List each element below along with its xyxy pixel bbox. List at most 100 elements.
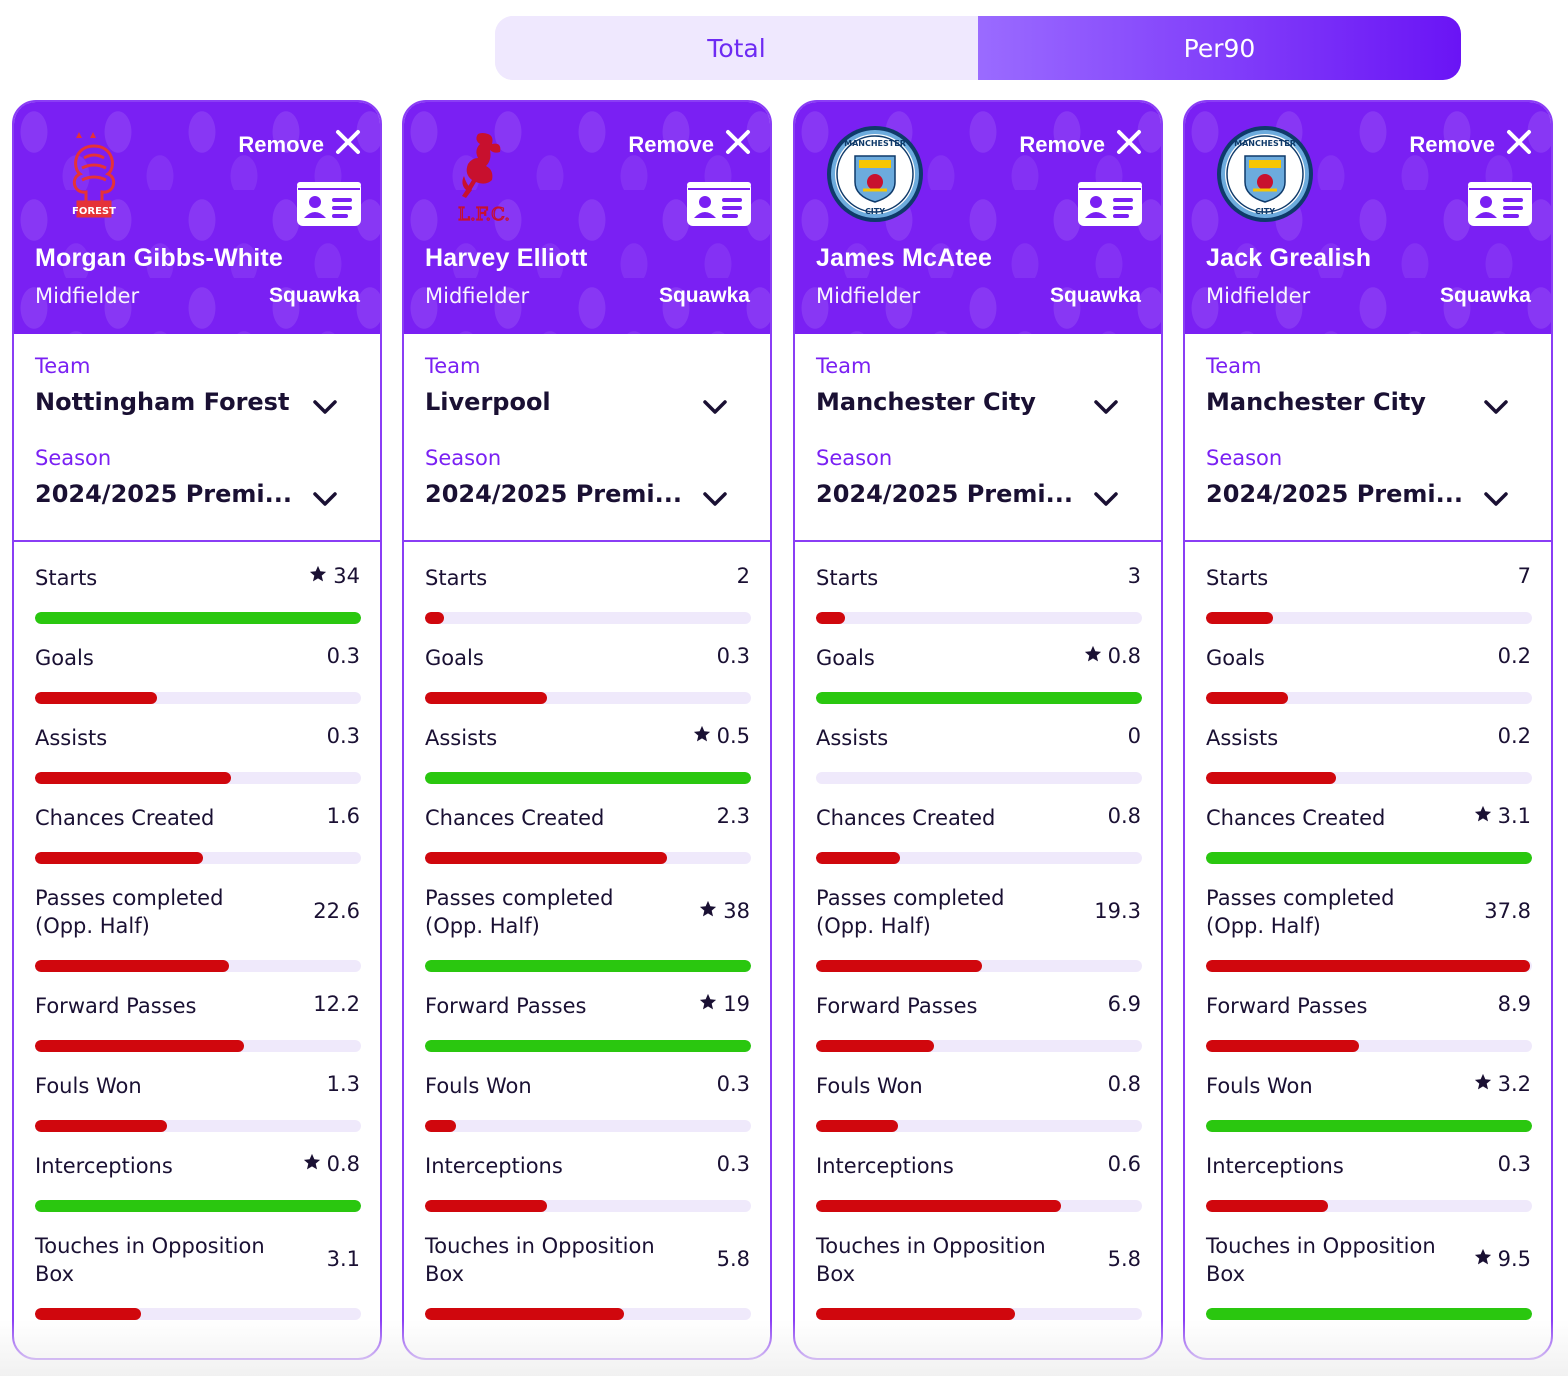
season-select[interactable]: 2024/2025 Premi...: [816, 480, 1074, 508]
svg-text:MANCHESTER: MANCHESTER: [844, 139, 906, 148]
season-chevron-down-icon[interactable]: [312, 490, 338, 508]
stat-number: 0.3: [716, 1072, 750, 1096]
stat-value: 8.9: [1498, 992, 1531, 1016]
stat-bar: [35, 1040, 361, 1052]
total-per90-toggle: Total Per90: [495, 16, 1461, 80]
toggle-per90-button[interactable]: Per90: [978, 16, 1461, 80]
stat-value: 2.3: [717, 804, 750, 828]
stat-label: Assists: [1206, 726, 1279, 750]
stat-label: Fouls Won: [1206, 1074, 1313, 1098]
stat-bar-fill: [1206, 692, 1288, 704]
svg-text:CITY: CITY: [1255, 207, 1275, 216]
stat-label: Touches in Opposition Box: [425, 1234, 655, 1286]
star-icon: [1474, 1247, 1492, 1271]
remove-label: Remove: [1019, 132, 1105, 157]
star-icon: [699, 899, 717, 923]
team-select[interactable]: Nottingham Forest: [35, 388, 290, 416]
season-select[interactable]: 2024/2025 Premi...: [35, 480, 293, 508]
stat-bar-fill: [816, 612, 845, 624]
stat-value: 7: [1518, 564, 1531, 588]
stat-label: Starts: [425, 566, 488, 590]
stat-value: 3: [1128, 564, 1141, 588]
season-chevron-down-icon[interactable]: [1483, 490, 1509, 508]
stat-bar-fill: [1206, 612, 1274, 624]
stat-number: 0.8: [1107, 804, 1141, 828]
team-chevron-down-icon[interactable]: [702, 398, 728, 416]
team-select[interactable]: Manchester City: [816, 388, 1036, 416]
stat-value: 9.5: [1474, 1247, 1531, 1271]
svg-text:CITY: CITY: [865, 207, 885, 216]
stat-bar-fill: [425, 772, 751, 784]
team-chevron-down-icon[interactable]: [1093, 398, 1119, 416]
stat-number: 0.3: [716, 644, 750, 668]
stat-label: Forward Passes: [816, 994, 978, 1018]
data-source-label: Squawka: [1049, 284, 1141, 307]
svg-text:L.F.C.: L.F.C.: [458, 204, 510, 224]
stat-bar-fill: [35, 1200, 361, 1212]
stat-label: Passes completed (Opp. Half): [35, 886, 224, 938]
stat-bar: [1206, 692, 1532, 704]
stat-number: 22.6: [313, 899, 360, 923]
season-label: Season: [35, 446, 112, 470]
remove-player-button[interactable]: Remove: [1409, 128, 1533, 162]
stat-label: Goals: [816, 646, 875, 670]
stat-number: 1.3: [326, 1072, 360, 1096]
stat-label: Assists: [425, 726, 498, 750]
stat-value: 37.8: [1484, 899, 1531, 923]
stat-value: 0.3: [717, 644, 750, 668]
team-select[interactable]: Liverpool: [425, 388, 551, 416]
season-label: Season: [1206, 446, 1283, 470]
stat-bar: [425, 692, 751, 704]
stat-bar: [816, 852, 1142, 864]
team-label: Team: [1206, 354, 1262, 378]
stat-label: Assists: [816, 726, 889, 750]
remove-player-button[interactable]: Remove: [628, 128, 752, 162]
remove-player-button[interactable]: Remove: [238, 128, 362, 162]
remove-label: Remove: [1409, 132, 1495, 157]
team-chevron-down-icon[interactable]: [1483, 398, 1509, 416]
team-label: Team: [425, 354, 481, 378]
stat-value: 3.1: [327, 1247, 360, 1271]
team-select[interactable]: Manchester City: [1206, 388, 1426, 416]
stat-bar: [816, 960, 1142, 972]
team-crest-icon: MANCHESTER CITY: [1215, 124, 1315, 224]
stat-bar: [35, 612, 361, 624]
stat-number: 12.2: [313, 992, 360, 1016]
remove-player-button[interactable]: Remove: [1019, 128, 1143, 162]
stat-value: 0.8: [1108, 1072, 1141, 1096]
team-label: Team: [35, 354, 91, 378]
stat-bar-fill: [425, 852, 667, 864]
stat-number: 0.2: [1497, 644, 1531, 668]
toggle-total-button[interactable]: Total: [495, 16, 978, 80]
stat-number: 0.5: [716, 724, 750, 748]
stat-bar: [35, 1200, 361, 1212]
stat-bar: [1206, 1308, 1532, 1320]
stat-bar: [35, 692, 361, 704]
stat-value: 34: [309, 564, 360, 588]
player-position: Midfielder: [35, 284, 140, 308]
player-profile-card-icon[interactable]: [686, 178, 752, 228]
stat-bar: [1206, 1040, 1532, 1052]
stat-bar: [35, 1120, 361, 1132]
stat-bar-fill: [816, 1120, 898, 1132]
stat-bar-fill: [1206, 1120, 1532, 1132]
stat-bar-fill: [816, 1040, 935, 1052]
stat-bar-fill: [425, 960, 751, 972]
season-chevron-down-icon[interactable]: [702, 490, 728, 508]
stat-label: Interceptions: [816, 1154, 954, 1178]
team-chevron-down-icon[interactable]: [312, 398, 338, 416]
team-crest-icon: L.F.C.: [434, 124, 534, 224]
stat-number: 6.9: [1107, 992, 1141, 1016]
stat-bar-fill: [35, 612, 361, 624]
player-profile-card-icon[interactable]: [1467, 178, 1533, 228]
season-select[interactable]: 2024/2025 Premi...: [1206, 480, 1464, 508]
player-profile-card-icon[interactable]: [296, 178, 362, 228]
stat-number: 0.3: [716, 1152, 750, 1176]
player-profile-card-icon[interactable]: [1077, 178, 1143, 228]
season-select[interactable]: 2024/2025 Premi...: [425, 480, 683, 508]
stat-label: Goals: [1206, 646, 1265, 670]
stat-bar-fill: [35, 692, 158, 704]
stat-number: 0.8: [1107, 1072, 1141, 1096]
stat-bar: [816, 612, 1142, 624]
season-chevron-down-icon[interactable]: [1093, 490, 1119, 508]
